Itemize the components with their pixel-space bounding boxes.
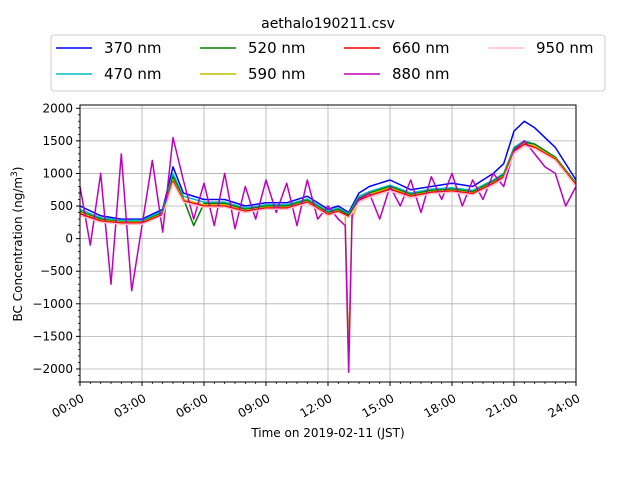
y-axis-label-main: BC Concentration (ng/m: [11, 177, 25, 322]
legend-label: 950 nm: [536, 39, 594, 57]
y-axis-label-superscript: 3: [10, 171, 20, 177]
legend-label: 660 nm: [392, 39, 450, 57]
legend-label: 880 nm: [392, 65, 450, 83]
chart-title: aethalo190211.csv: [261, 16, 395, 32]
y-tick-label: −1500: [32, 329, 73, 343]
legend-label: 520 nm: [248, 39, 306, 57]
legend-label: 470 nm: [104, 65, 162, 83]
series-line-880-nm: [79, 136, 577, 373]
plot-series: [79, 120, 577, 373]
x-axis-label: Time on 2019-02-11 (JST): [250, 426, 404, 440]
y-tick-label: −2000: [32, 362, 73, 376]
y-axis: 2000 1500 1000 500 0 −500 −1000 −1500 −2000: [32, 101, 80, 383]
y-tick-label: 0: [65, 232, 73, 246]
legend: 370 nm 470 nm 520 nm 590 nm 660 nm 880 nm 950 …: [50, 34, 606, 92]
y-tick-label: −500: [40, 264, 73, 278]
y-tick-label: 500: [50, 199, 73, 213]
series-line-370-nm: [79, 120, 577, 220]
legend-label: 590 nm: [248, 65, 306, 83]
legend-frame: [50, 34, 606, 92]
y-tick-label: −1000: [32, 297, 73, 311]
y-tick-label: 2000: [42, 101, 73, 115]
legend-label: 370 nm: [104, 39, 162, 57]
y-axis-label-close: ): [11, 167, 25, 172]
series-line-950-nm: [79, 145, 577, 226]
legend-items: 370 nm 470 nm 520 nm 590 nm 660 nm 880 nm 950 …: [56, 39, 594, 83]
y-tick-label: 1500: [42, 134, 73, 148]
y-tick-label: 1000: [42, 166, 73, 180]
y-axis-label: BC Concentration (ng/m3): [10, 167, 25, 322]
